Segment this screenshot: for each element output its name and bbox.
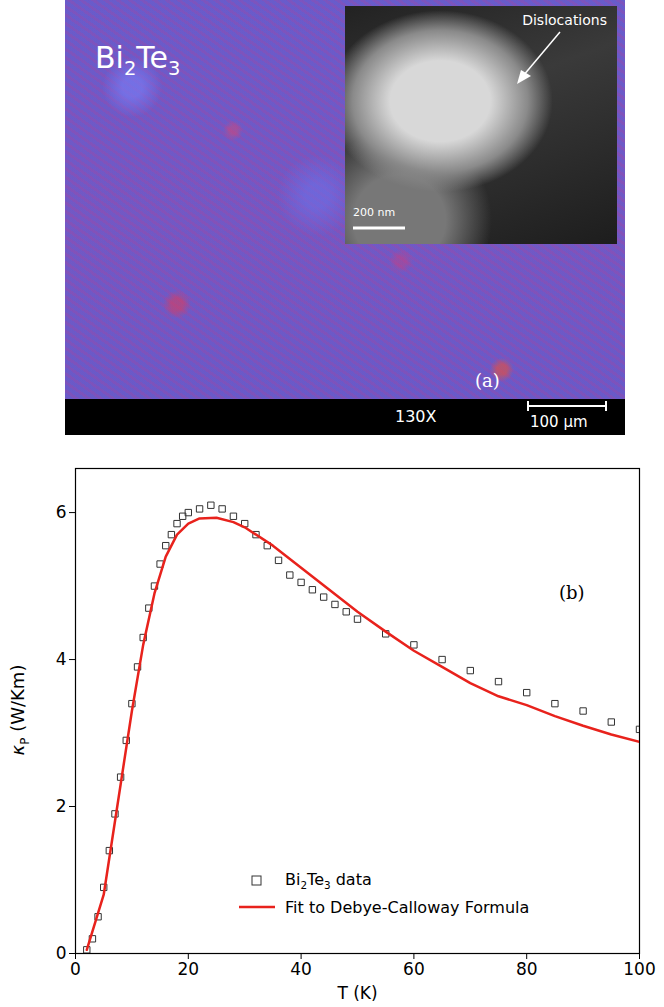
svg-text:80: 80 xyxy=(516,959,538,979)
html-text:(a): (a) xyxy=(475,370,500,391)
svg-text:4: 4 xyxy=(56,649,67,669)
html-text:200 nm: 200 nm xyxy=(353,206,396,219)
svg-text:0: 0 xyxy=(56,943,67,963)
svg-text:T (K): T (K) xyxy=(336,983,377,1003)
svg-text:(b): (b) xyxy=(559,582,585,603)
svg-text:20: 20 xyxy=(177,959,199,979)
html-text:Dislocations: Dislocations xyxy=(522,12,607,28)
svg-text:κP (W/Km): κP (W/Km) xyxy=(7,665,32,756)
svg-text:60: 60 xyxy=(403,959,425,979)
html-text:F i t t o D e b y e - C a l l: F i t t o D e b y e - C a l l o w a y F … xyxy=(285,897,530,917)
html-text:B i2T e3 d a t a: B i2T e3 d a t a xyxy=(285,870,372,892)
svg-text:2: 2 xyxy=(56,796,67,816)
html-text:B i2T e3: B i2T e3 xyxy=(95,40,181,80)
svg-text:6: 6 xyxy=(56,502,67,522)
html-text:100 µm: 100 µm xyxy=(530,413,588,431)
svg-text:0: 0 xyxy=(70,959,81,979)
svg-text:100: 100 xyxy=(623,959,655,979)
html-text:130X: 130X xyxy=(395,407,437,426)
svg-text:40: 40 xyxy=(290,959,312,979)
